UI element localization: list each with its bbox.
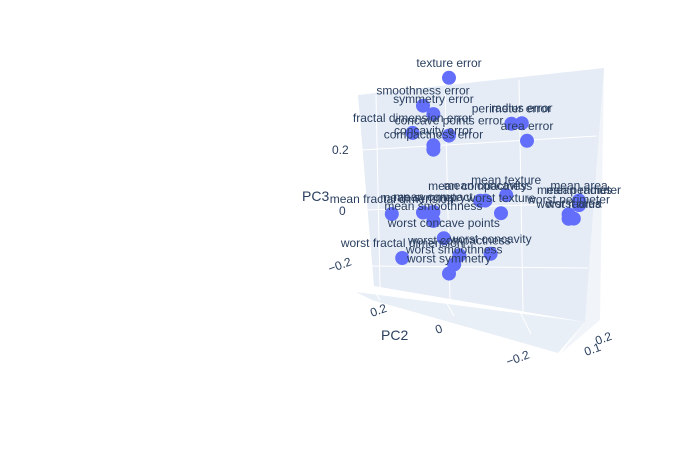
data-point[interactable]	[499, 188, 514, 203]
data-point[interactable]	[514, 116, 529, 131]
data-label: mean area	[550, 179, 608, 193]
side-pane	[560, 68, 604, 354]
floor-pane	[356, 292, 585, 353]
z-tick-label: −0.2	[326, 254, 353, 275]
grid-line	[444, 299, 455, 317]
data-point[interactable]	[416, 205, 430, 220]
data-point[interactable]	[520, 133, 534, 148]
grid-line	[519, 311, 532, 335]
data-label: worst symmetry	[406, 252, 491, 266]
grid-line	[365, 265, 589, 269]
data-label: compactness error	[384, 128, 483, 142]
data-label: perimeter error	[472, 102, 551, 116]
axis-ticks: 0.2 0 −0.2 0.2 0.1 0.2 0 −0.2	[326, 143, 614, 369]
grid-line	[361, 135, 598, 151]
data-point[interactable]	[566, 211, 581, 226]
data-point[interactable]	[426, 213, 441, 228]
data-label: worst concave points	[387, 216, 500, 230]
data-label: texture error	[416, 56, 481, 70]
data-point[interactable]	[395, 251, 410, 265]
data-point[interactable]	[426, 107, 441, 122]
data-label: fractal dimension error	[353, 111, 472, 125]
y-tick-label: 0.2	[593, 329, 614, 348]
data-label: worst concavity	[449, 232, 532, 246]
data-label: smoothness error	[376, 84, 469, 98]
data-label: mean fractal dimension	[330, 192, 454, 206]
z-tick-label: 0.2	[332, 143, 349, 157]
data-label: concavity error	[394, 123, 473, 137]
data-label: worst compactness	[407, 233, 511, 247]
data-point[interactable]	[483, 246, 498, 261]
data-point[interactable]	[478, 193, 493, 208]
axis-titles: PC2 PC3	[302, 188, 408, 343]
data-point[interactable]	[442, 70, 456, 85]
data-label: worst area	[545, 197, 602, 211]
data-label: worst texture	[466, 191, 536, 205]
y-tick-label: 0.1	[582, 340, 603, 359]
data-label: worst perimeter	[526, 192, 610, 206]
data-label: mean compact	[394, 190, 473, 204]
z-tick-label: 0	[339, 204, 346, 218]
data-label: mean radius	[546, 183, 612, 197]
x-tick-label: 0	[433, 321, 444, 337]
data-label: mean smoothness	[384, 199, 482, 213]
data-label: worst smoothness	[405, 242, 503, 256]
data-label: mean perimeter	[537, 183, 621, 197]
grid-line	[375, 94, 381, 289]
x-axis-title: PC2	[381, 327, 408, 343]
data-label: area error	[501, 119, 554, 133]
x-tick-label: −0.2	[504, 347, 531, 368]
data-point[interactable]	[426, 142, 441, 157]
data-label: concave points error	[395, 114, 504, 128]
z-axis-title: PC3	[302, 188, 329, 204]
data-point[interactable]	[405, 125, 420, 140]
data-label: mean concavity	[444, 179, 527, 193]
data-label: mean compactness	[428, 179, 532, 193]
grid-line	[373, 289, 381, 301]
data-point[interactable]	[416, 98, 430, 113]
data-point[interactable]	[494, 206, 508, 221]
data-label: worst fractal dimension	[340, 236, 464, 250]
data-point[interactable]	[384, 207, 399, 221]
data-label: worst radius	[535, 197, 601, 211]
data-point[interactable]	[442, 128, 456, 143]
x-tick-label: 0.2	[368, 301, 389, 320]
data-label: radius error	[491, 101, 552, 115]
data-point[interactable]	[504, 116, 519, 131]
data-label: mean symmetry	[380, 191, 465, 205]
data-point[interactable]	[572, 198, 586, 212]
data-label: symmetry error	[393, 92, 474, 106]
data-point[interactable]	[442, 266, 456, 281]
data-point[interactable]	[436, 231, 451, 246]
data-label: mean texture	[471, 173, 541, 187]
